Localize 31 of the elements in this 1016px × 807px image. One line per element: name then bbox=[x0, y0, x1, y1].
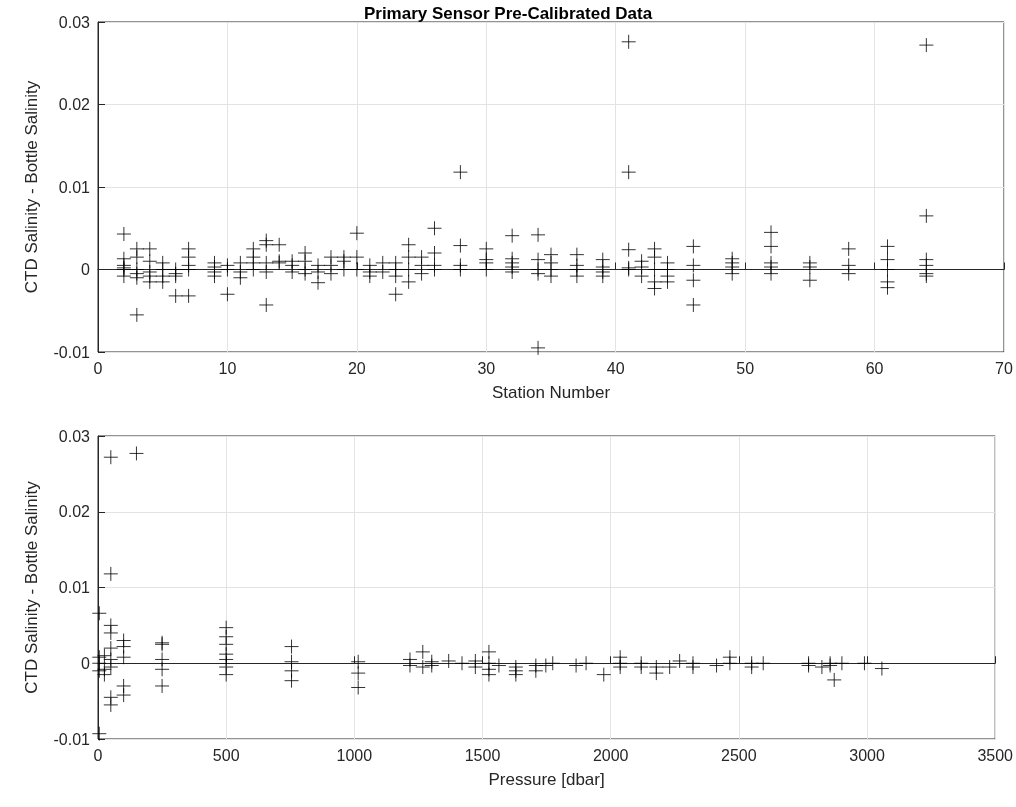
x-tick-label: 0 bbox=[93, 746, 103, 764]
y-axis-title: CTD Salinity - Bottle Salinity bbox=[22, 480, 41, 694]
x-tick-label: 20 bbox=[347, 359, 366, 377]
x-tick-label: 70 bbox=[995, 359, 1013, 377]
x-axis-title: Pressure [dbar] bbox=[488, 770, 605, 789]
y-tick-label: 0.03 bbox=[58, 13, 91, 31]
x-tick-label: 60 bbox=[865, 359, 884, 377]
x-tick-label: 1500 bbox=[464, 746, 501, 764]
y-tick-label: 0.01 bbox=[58, 579, 91, 596]
x-axis-title: Station Number bbox=[491, 383, 611, 402]
y-tick-label: 0.02 bbox=[58, 503, 91, 521]
x-tick-label: 0 bbox=[93, 359, 103, 377]
chart-title: Primary Sensor Pre-Calibrated Data bbox=[363, 4, 653, 23]
x-tick-label: 50 bbox=[736, 359, 755, 377]
x-tick-label: 3000 bbox=[849, 746, 885, 764]
y-tick-label: -0.01 bbox=[53, 343, 91, 361]
y-tick-label: 0.03 bbox=[58, 427, 91, 445]
y-tick-label: 0 bbox=[81, 654, 91, 672]
x-tick-label: 2500 bbox=[721, 746, 757, 764]
x-tick-label: 40 bbox=[606, 359, 625, 377]
y-tick-label: 0 bbox=[81, 261, 91, 278]
x-tick-label: 1000 bbox=[336, 746, 373, 764]
y-tick-label: -0.01 bbox=[53, 730, 91, 748]
y-axis-title: CTD Salinity - Bottle Salinity bbox=[22, 80, 41, 294]
x-tick-label: 10 bbox=[218, 359, 237, 377]
x-tick-label: 2000 bbox=[592, 746, 629, 764]
x-tick-label: 500 bbox=[212, 746, 240, 764]
y-tick-label: 0.01 bbox=[58, 178, 91, 196]
y-tick-label: 0.02 bbox=[58, 96, 91, 113]
x-tick-label: 30 bbox=[477, 359, 496, 377]
x-tick-label: 3500 bbox=[977, 746, 1014, 764]
